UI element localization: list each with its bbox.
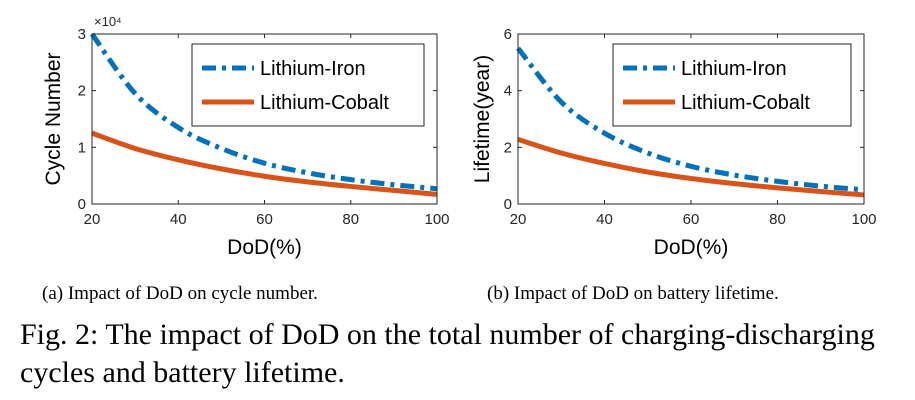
series-line-lithium-iron [89,32,438,192]
x-axis-label: DoD(%) [654,236,729,259]
subcaption-a: (a) Impact of DoD on cycle number. [42,283,318,304]
legend: Lithium-Iron Lithium-Cobalt [612,43,852,127]
legend-box [191,43,425,127]
x-tick-label: 60 [256,211,273,228]
y-tick-label: 0 [78,196,86,213]
chart-a: 20 40 60 80 100 0 1 2 3 ×10⁴ DoD(%) Cycle Number Lit… [42,14,450,259]
chart-b: 20 40 60 80 100 0 2 4 6 DoD(%) Lifetime(year) Lithi… [471,26,877,259]
y-axis-label: Lifetime(year) [471,55,494,183]
series-line-lithium-cobalt [91,130,438,197]
y-tick-label: 3 [78,26,86,43]
figure-caption: Fig. 2: The impact of DoD on the total n… [20,318,875,389]
series-line-lithium-cobalt [517,137,865,198]
y-exponent-label: ×10⁴ [94,14,122,29]
subcaption-b: (b) Impact of DoD on battery lifetime. [487,283,779,304]
x-tick-label: 80 [342,211,359,228]
y-tick-label: 4 [504,83,512,100]
x-tick-label: 40 [596,211,613,228]
x-tick-label: 20 [84,211,101,228]
y-tick-label: 2 [504,139,512,156]
y-axis-label: Cycle Number [42,52,65,185]
x-axis-label: DoD(%) [227,236,302,259]
legend: Lithium-Iron Lithium-Cobalt [191,43,425,127]
x-tick-label: 80 [769,211,786,228]
y-tick-label: 6 [504,26,512,43]
legend-label: Lithium-Iron [260,58,366,80]
y-tick-label: 1 [78,139,86,156]
legend-label: Lithium-Cobalt [260,92,389,114]
y-tick-label: 2 [78,83,86,100]
legend-label: Lithium-Cobalt [681,92,810,114]
x-tick-label: 20 [510,211,527,228]
legend-label: Lithium-Iron [681,58,787,80]
x-tick-label: 100 [424,211,449,228]
x-tick-label: 60 [683,211,700,228]
y-tick-label: 0 [504,196,512,213]
x-tick-label: 40 [170,211,187,228]
x-tick-label: 100 [851,211,876,228]
series-line-lithium-iron [516,46,865,193]
legend-box [612,43,852,127]
